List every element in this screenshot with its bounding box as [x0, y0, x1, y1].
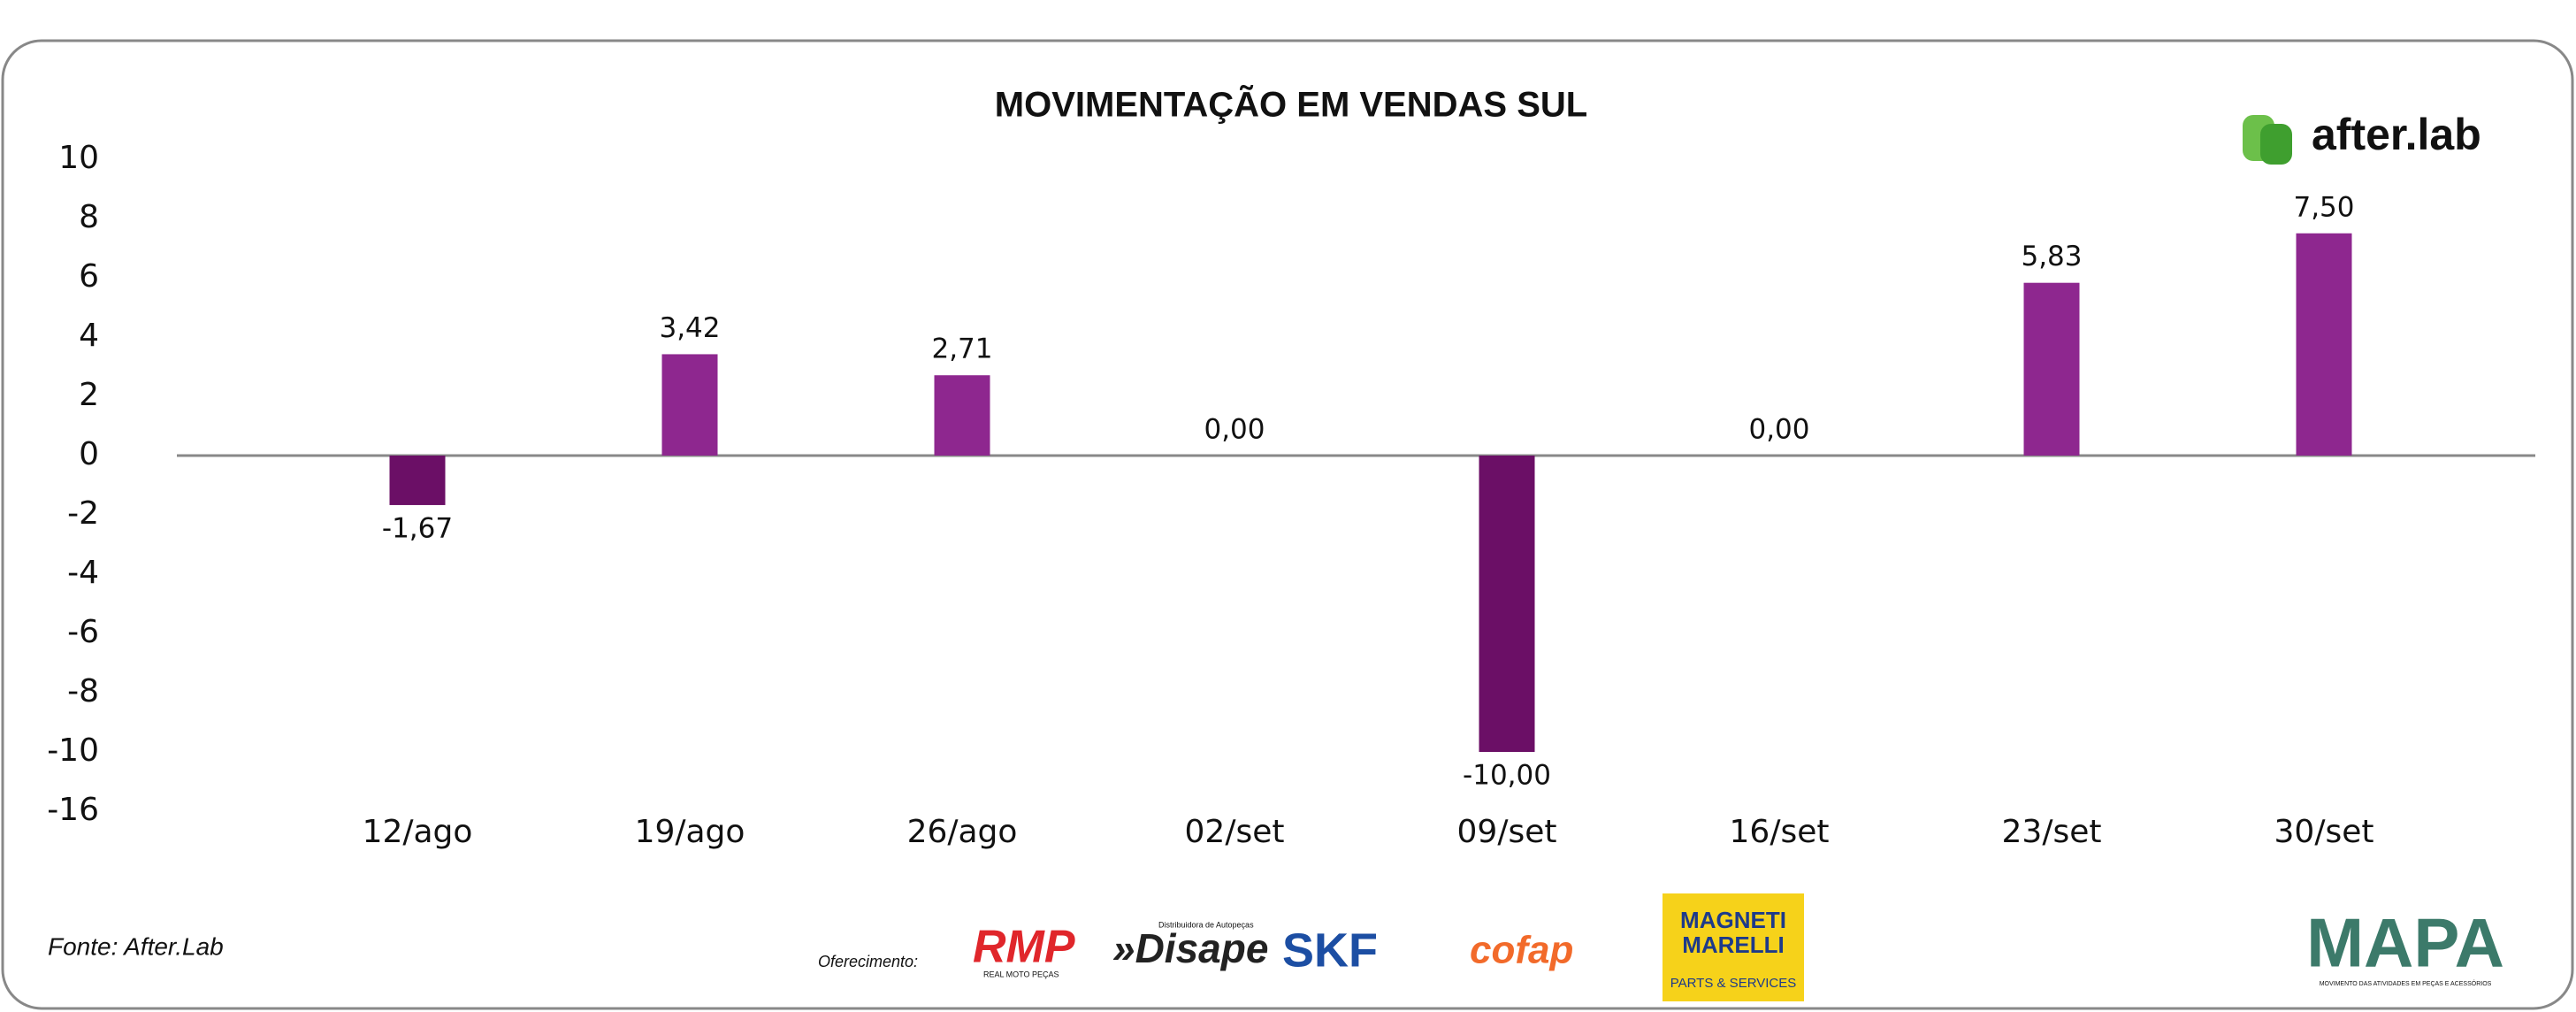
- sponsor-sub: Distribuidora de Autopeças: [1158, 920, 1254, 929]
- value-label: 2,71: [931, 334, 992, 365]
- y-tick-label: -8: [67, 673, 99, 709]
- value-label: 0,00: [1748, 414, 1809, 446]
- y-tick-label: 8: [79, 199, 99, 235]
- x-tick-label: 26/ago: [907, 814, 1018, 850]
- brand-logo: after.lab: [2243, 110, 2481, 165]
- bar: [661, 354, 718, 456]
- value-label: -10,00: [1463, 760, 1551, 792]
- y-tick-label: -6: [67, 614, 99, 650]
- mapa-sub: MOVIMENTO DAS ATIVIDADES EM PEÇAS E ACES…: [2320, 979, 2492, 987]
- bar: [934, 375, 990, 456]
- value-label: -1,67: [382, 512, 453, 544]
- x-tick-label: 12/ago: [363, 814, 473, 850]
- source: Fonte: After.Lab: [48, 932, 224, 960]
- brand-name: after.lab: [2312, 110, 2481, 159]
- value-label: 3,42: [659, 312, 720, 344]
- value-label: 0,00: [1204, 414, 1265, 446]
- sponsor-logo: cofap: [1470, 929, 1573, 972]
- y-tick-label: 6: [79, 258, 99, 295]
- bar: [1479, 456, 1535, 752]
- sponsor-logo: RMP: [973, 922, 1075, 973]
- y-tick-label: -2: [67, 495, 99, 532]
- bar: [2023, 282, 2080, 456]
- value-label: 7,50: [2293, 191, 2354, 223]
- x-tick-label: 23/set: [2002, 814, 2102, 850]
- sponsor-logo: MARELLI: [1682, 932, 1785, 958]
- frame: [1, 39, 2574, 1010]
- x-tick-label: 30/set: [2274, 814, 2374, 850]
- y-tick-label: 0: [79, 436, 99, 472]
- mapa-logo: MAPA: [2306, 904, 2504, 982]
- chart-title: MOVIMENTAÇÃO EM VENDAS SUL: [995, 84, 1587, 125]
- y-tick-label: -10: [47, 732, 99, 769]
- x-tick-label: 09/set: [1457, 814, 1557, 850]
- sponsor-logo: »Disape: [1112, 925, 1268, 971]
- sponsor-box: [1663, 893, 1804, 1001]
- y-tick-label: 4: [79, 318, 99, 354]
- x-tick-label: 19/ago: [635, 814, 745, 850]
- value-label: 5,83: [2021, 241, 2082, 272]
- x-tick-label: 02/set: [1185, 814, 1285, 850]
- sponsors: RMP REAL MOTO PEÇAS »Disape Distribuidor…: [973, 893, 2504, 1001]
- y-tick-label: 10: [58, 140, 99, 176]
- sponsor-logo: SKF: [1282, 924, 1378, 977]
- y-tick-label: -16: [47, 792, 99, 828]
- sponsor-sub: REAL MOTO PEÇAS: [983, 970, 1059, 978]
- y-tick-label: 2: [79, 377, 99, 413]
- bar: [389, 456, 446, 505]
- logo-shape: [2260, 124, 2292, 165]
- sponsor-sub: PARTS & SERVICES: [1670, 976, 1797, 991]
- y-tick-label: -4: [67, 555, 99, 591]
- sponsor-logo: MAGNETI: [1680, 907, 1786, 933]
- bar: [2296, 233, 2352, 456]
- sponsor-label: Oferecimento:: [818, 953, 918, 970]
- x-tick-label: 16/set: [1730, 814, 1830, 850]
